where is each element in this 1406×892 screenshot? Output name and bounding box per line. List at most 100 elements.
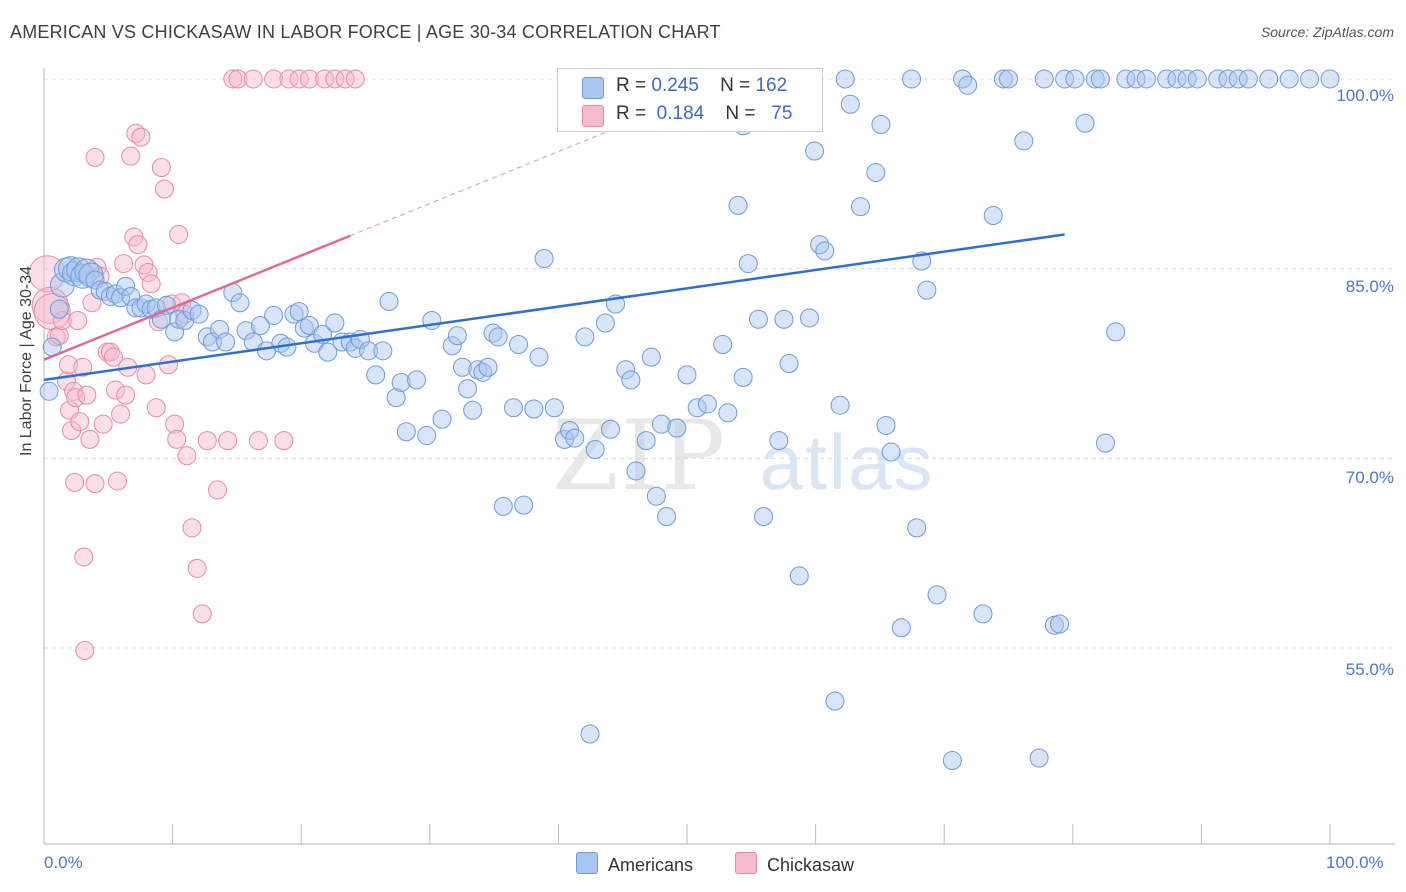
americans-point [973, 604, 993, 624]
chickasaw-point [299, 69, 319, 89]
chickasaw-point [208, 480, 228, 500]
americans-point [595, 313, 615, 333]
americans-point [1065, 69, 1085, 89]
americans-point [236, 321, 256, 341]
americans-point [891, 618, 911, 638]
americans-point [942, 751, 962, 771]
americans-point [210, 319, 230, 339]
bottom-legend-label-americans: Americans [608, 855, 694, 875]
chickasaw-point [192, 604, 212, 624]
americans-point [1157, 69, 1177, 89]
americans-point [379, 292, 399, 312]
americans-point [927, 585, 947, 605]
americans-point [616, 360, 636, 380]
americans-point [1126, 69, 1146, 89]
americans-point [216, 332, 236, 352]
americans-point [478, 357, 498, 377]
chickasaw-point [58, 355, 78, 375]
americans-point [284, 304, 304, 324]
americans-point [197, 327, 217, 347]
grid [44, 78, 1395, 649]
legend: R = 0.245 N = 162 R = 0.184 N = 75 [557, 68, 823, 132]
chickasaw-point [218, 431, 238, 451]
chickasaw-point [111, 404, 131, 424]
legend-r-value: 0.245 [651, 75, 699, 96]
chart-title: AMERICAN VS CHICKASAW IN LABOR FORCE | A… [10, 22, 721, 42]
chickasaw-point [187, 558, 207, 578]
americans-point [58, 256, 84, 282]
chickasaw-point [223, 69, 243, 89]
americans-point [1055, 69, 1075, 89]
americans-point [835, 69, 855, 89]
chickasaw-point [66, 388, 86, 408]
bottom-legend-label-chickasaw: Chickasaw [767, 855, 855, 875]
americans-trend-line [43, 233, 1065, 382]
americans-point [1050, 614, 1070, 634]
legend-swatch-chickasaw [582, 105, 604, 127]
americans-point [738, 254, 758, 274]
legend-text-americans: R = 0.245 N = 162 [616, 75, 787, 97]
americans-point [769, 431, 789, 451]
americans-point [555, 429, 575, 449]
americans-point [432, 409, 452, 429]
chickasaw-point [169, 225, 189, 245]
americans-point [687, 398, 707, 418]
chickasaw-point [182, 518, 202, 538]
americans-point [407, 370, 427, 390]
americans-point [697, 394, 717, 414]
americans-point [1090, 69, 1110, 89]
chickasaw-point [279, 69, 299, 89]
americans-point [733, 367, 753, 387]
americans-point [600, 419, 620, 439]
americans-point [116, 276, 136, 296]
chickasaw-point [335, 69, 355, 89]
americans-point [544, 398, 564, 418]
americans-point [907, 518, 927, 538]
americans-point [1167, 69, 1187, 89]
americans-point [718, 403, 738, 423]
americans-point [1106, 322, 1126, 342]
americans-point [565, 428, 585, 448]
chickasaw-point [93, 414, 113, 434]
americans-point [473, 362, 493, 382]
legend-r-label: R = [616, 75, 647, 96]
legend-text-chickasaw: R = 0.184 N = 75 [616, 103, 792, 125]
americans-point [825, 691, 845, 711]
americans-point [748, 309, 768, 329]
americans-point [529, 347, 549, 367]
y-tick-label-70: 70.0% [1345, 468, 1394, 487]
americans-point [713, 335, 733, 355]
americans-point [318, 342, 338, 362]
x-tick-label-min: 0.0% [44, 853, 83, 872]
americans-point [447, 326, 467, 346]
americans-point [1085, 69, 1105, 89]
legend-r-value: 0.184 [656, 103, 705, 124]
americans-point [70, 263, 96, 289]
americans-point [1187, 69, 1207, 89]
americans-point [657, 506, 677, 526]
chickasaw-point [136, 365, 156, 385]
americans-point [250, 316, 270, 336]
bottom-legend-chickasaw: Chickasaw [735, 852, 854, 876]
americans-point [483, 323, 503, 343]
americans-point [1259, 69, 1279, 89]
chickasaw-point [146, 398, 166, 418]
chickasaw-point [75, 641, 95, 661]
americans-point [299, 316, 319, 336]
americans-point [575, 327, 595, 347]
americans-point [417, 426, 437, 446]
americans-point [651, 414, 671, 434]
americans-point [1095, 433, 1115, 453]
chickasaw-point [159, 355, 179, 375]
americans-point [1320, 69, 1340, 89]
americans-point [876, 415, 896, 435]
americans-point [105, 284, 125, 304]
chickasaw-point [197, 431, 217, 451]
chickasaw-point [138, 262, 158, 282]
americans-point [851, 197, 871, 217]
chickasaw-point [74, 547, 94, 567]
chickasaw-point [154, 179, 174, 199]
chickasaw-point [167, 429, 187, 449]
chickasaw-point [325, 69, 345, 89]
